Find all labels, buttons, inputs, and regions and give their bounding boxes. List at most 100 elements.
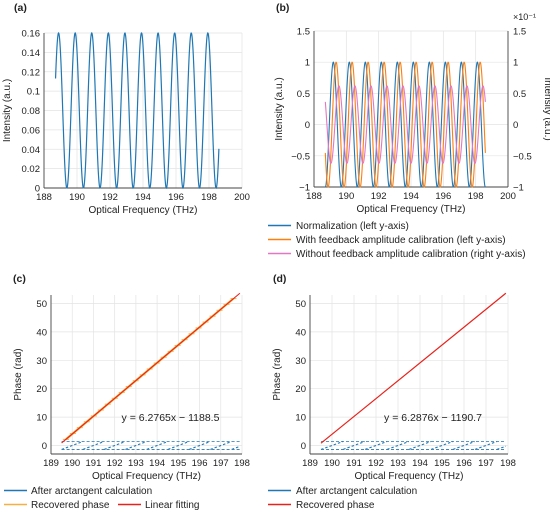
- panel-label: (b): [276, 2, 289, 14]
- series-line: [54, 31, 220, 190]
- x-tick-label: 196: [456, 458, 472, 469]
- legend: Normalization (left y-axis) With feedback…: [268, 221, 526, 260]
- panel-d: (d) 189 190 191 192 193 194 195 196 197 198 0 10 20 30…: [272, 273, 516, 482]
- x-tick-label: 196: [168, 192, 184, 203]
- y-tick-label: 30: [36, 356, 47, 367]
- wrapped-phase-line: [188, 441, 211, 450]
- panel-label: (c): [13, 273, 26, 285]
- y-axis-title: Intensity (a.u.): [274, 77, 285, 140]
- y-tick-label: 20: [295, 384, 306, 395]
- x-tick-label: 194: [149, 458, 165, 469]
- y-tick-label: 20: [36, 384, 47, 395]
- x-axis-title: Optical Frequency (THz): [92, 471, 201, 482]
- x-tick-label: 188: [36, 192, 52, 203]
- y-tick-label: 0.04: [22, 145, 41, 156]
- wrapped-phase-line: [364, 441, 388, 450]
- panel-b: (b)188 190 192 194 196 198 200−1−0.500.511.5Op…: [268, 2, 550, 260]
- y-tick-label: 0.06: [22, 125, 41, 136]
- wrapped-phase-line: [452, 441, 475, 450]
- legend-label: With feedback amplitude calibration (lef…: [296, 235, 506, 246]
- x-tick-label: 198: [500, 458, 516, 469]
- x-tick-label: 192: [368, 458, 384, 469]
- x-tick-label: 190: [69, 192, 85, 203]
- linear-fit-line: [61, 292, 241, 444]
- legend-label: After arctangent calculation: [296, 486, 417, 497]
- y-tick-label: 0.08: [22, 106, 41, 117]
- wrapped-phase-line: [474, 441, 497, 450]
- legend: After arctangent calculation Recovered ph…: [4, 486, 199, 511]
- x-tick-label: 191: [346, 458, 362, 469]
- y-tick-label: 0: [42, 441, 47, 452]
- y-right-tick-label: 0: [513, 120, 518, 131]
- wrapped-phase-line: [496, 445, 506, 450]
- y-tick-label: 40: [295, 327, 306, 338]
- y-tick-label: 50: [295, 299, 306, 310]
- wrapped-phase-line: [210, 440, 232, 450]
- x-tick-label: 188: [306, 191, 322, 202]
- x-tick-label: 196: [192, 458, 208, 469]
- wrapped-phase-line: [231, 445, 241, 450]
- panel-c: (c) 189 190 191 192 193 194 195 196 197 198 0 10 20 30…: [13, 273, 250, 482]
- wrapped-phase-line: [146, 441, 168, 450]
- wrapped-phase-line: [61, 441, 83, 450]
- legend-label: Recovered phase: [296, 500, 375, 511]
- x-tick-label: 197: [213, 458, 229, 469]
- y-tick-label: 30: [295, 356, 306, 367]
- series-line: [324, 61, 486, 188]
- x-tick-label: 198: [234, 458, 250, 469]
- x-axis-title: Optical Frequency (THz): [357, 204, 466, 215]
- y-right-tick-label: −1: [513, 183, 524, 194]
- wrapped-phase-line: [125, 440, 147, 450]
- x-tick-label: 195: [170, 458, 186, 469]
- x-tick-label: 190: [64, 458, 80, 469]
- x-tick-label: 189: [302, 458, 318, 469]
- series-line: [324, 61, 486, 188]
- y-axis-title: Intensity (a.u.): [2, 79, 13, 142]
- y-tick-label: 0: [301, 441, 306, 452]
- x-tick-label: 200: [500, 191, 516, 202]
- y-tick-label: 0: [305, 120, 310, 131]
- x-tick-label: 192: [371, 191, 387, 202]
- panel-a: (a) 188 190 192 194 196 198 200 0 0.02 0.04 0.06 0.0…: [2, 2, 250, 216]
- x-tick-label: 189: [43, 458, 59, 469]
- x-tick-label: 192: [102, 192, 118, 203]
- y-tick-label: 10: [36, 413, 47, 424]
- y-tick-label: 50: [36, 299, 47, 310]
- y-tick-label: 0.12: [22, 67, 41, 78]
- legend-label: Linear fitting: [145, 500, 199, 511]
- x-tick-label: 190: [324, 458, 340, 469]
- legend-label: Without feedback amplitude calibration (…: [296, 249, 526, 260]
- y-axis-title: Phase (rad): [13, 348, 24, 400]
- fit-equation: y = 6.2765x − 1188.5: [122, 412, 220, 424]
- y-tick-label: 0.16: [22, 29, 41, 40]
- x-axis-title: Optical Frequency (THz): [89, 205, 198, 216]
- y-tick-label: 10: [295, 413, 306, 424]
- x-tick-label: 198: [201, 192, 217, 203]
- y-right-axis-title: Intensity (a.u.): [542, 77, 550, 140]
- y-tick-label: −0.5: [291, 151, 310, 162]
- panel-label: (d): [273, 273, 286, 285]
- x-tick-label: 190: [338, 191, 354, 202]
- y-right-tick-label: 1: [513, 58, 518, 69]
- x-tick-label: 196: [435, 191, 451, 202]
- wrapped-phase-line: [408, 441, 432, 450]
- x-tick-label: 197: [478, 458, 494, 469]
- legend-label: Normalization (left y-axis): [296, 221, 409, 232]
- wrapped-phase-line: [167, 441, 190, 450]
- x-axis-title: Optical Frequency (THz): [355, 471, 464, 482]
- wrapped-phase-line: [430, 441, 454, 450]
- y-tick-label: 0.02: [22, 164, 41, 175]
- x-tick-label: 200: [234, 192, 250, 203]
- fit-equation: y = 6.2876x − 1190.7: [384, 412, 482, 424]
- panel-label: (a): [14, 2, 27, 14]
- y-tick-label: −1: [299, 183, 310, 194]
- x-tick-label: 193: [128, 458, 144, 469]
- y-axis-title: Phase (rad): [272, 348, 283, 400]
- y-right-tick-label: 0.5: [513, 89, 526, 100]
- wrapped-phase-line: [82, 441, 105, 450]
- y-tick-label: 1: [305, 58, 310, 69]
- y-right-tick-label: 1.5: [513, 27, 526, 38]
- y-tick-label: 1.5: [297, 27, 310, 38]
- recovered-phase-line: [320, 292, 507, 444]
